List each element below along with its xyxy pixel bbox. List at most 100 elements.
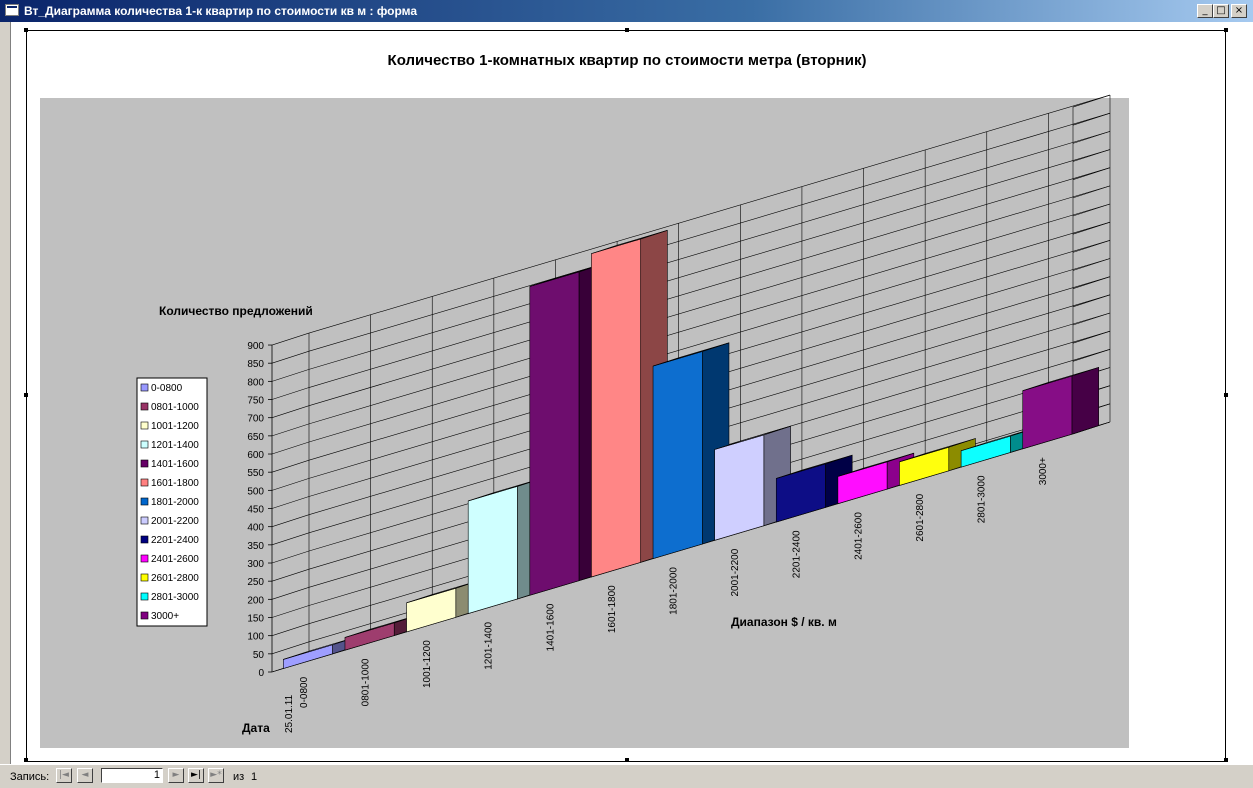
- chart-x-tick-label: 1201-1400: [484, 621, 495, 669]
- chart-bar-front: [591, 238, 642, 578]
- chart-y-tick-label: 200: [247, 595, 264, 606]
- chart-gridline-side: [1072, 258, 1111, 271]
- chart-gridline-side: [1072, 185, 1111, 199]
- chart-bar: [1022, 366, 1099, 450]
- chart-y-tick-label: 850: [247, 359, 264, 370]
- chart-y-axis-label: Количество предложений: [159, 304, 313, 318]
- chart-y-tick-label: 650: [247, 432, 264, 443]
- chart-legend-swatch: [140, 611, 149, 620]
- chart-bar-top: [1022, 367, 1099, 391]
- chart-y-tick-label: 350: [247, 541, 264, 552]
- chart-depth-axis-label: Дата: [242, 721, 270, 735]
- chart-y-tick-label: 250: [247, 577, 264, 588]
- prev-record-button[interactable]: ◄: [77, 768, 93, 783]
- chart-legend-label: 2001-2200: [151, 516, 199, 527]
- chart-legend-label: 1201-1400: [151, 440, 199, 451]
- chart-y-ticks: 0 50 100 150 200 250 300 350 400 450 500 550 600 650 7…: [247, 341, 272, 679]
- chart-gridline-side: [1072, 312, 1111, 326]
- chart-gridline-side: [1072, 221, 1111, 235]
- form-icon: [5, 4, 19, 16]
- chart-title: Количество 1-комнатных квартир по стоимо…: [388, 52, 867, 69]
- close-button[interactable]: ×: [1231, 4, 1247, 18]
- first-record-button[interactable]: |◄: [56, 768, 72, 783]
- record-number-field[interactable]: 1: [101, 768, 163, 783]
- next-record-button[interactable]: ►: [168, 768, 184, 783]
- chart-gridline-side: [1072, 112, 1111, 126]
- chart-x-tick-label: 0801-1000: [360, 658, 371, 706]
- chart-x-tick-label: 3000+: [1038, 457, 1049, 485]
- chart-y-tick-label: 800: [247, 377, 264, 388]
- chart-bars: [283, 229, 1099, 669]
- chart-bar: [714, 425, 791, 541]
- chart-x-tick-label: 2601-2800: [915, 493, 926, 541]
- resize-handle[interactable]: [1224, 758, 1228, 762]
- chart-series-label: 25.01.11: [284, 694, 295, 733]
- chart-legend-label: 1801-2000: [151, 497, 199, 508]
- chart-legend-swatch: [140, 497, 149, 506]
- chart-legend-swatch: [140, 516, 149, 525]
- resize-handle[interactable]: [625, 28, 629, 32]
- chart-legend-swatch: [140, 459, 149, 468]
- resize-handle[interactable]: [24, 758, 28, 762]
- chart-gridline-side: [1072, 240, 1111, 253]
- chart-bar-top: [591, 230, 668, 254]
- resize-handle[interactable]: [24, 28, 28, 32]
- chart-y-tick-label: 450: [247, 505, 264, 516]
- chart-legend-label: 1401-1600: [151, 459, 199, 470]
- resize-handle[interactable]: [1224, 28, 1228, 32]
- chart-legend-swatch: [140, 402, 149, 411]
- resize-handle[interactable]: [625, 758, 629, 762]
- chart-x-tick-label: 2401-2600: [853, 512, 864, 560]
- chart-y-tick-label: 50: [253, 650, 265, 661]
- chart-y-tick-label: 900: [247, 341, 264, 352]
- last-record-button[interactable]: ►|: [188, 768, 204, 783]
- chart-legend-label: 3000+: [151, 611, 179, 622]
- record-total: 1: [251, 771, 258, 783]
- chart-bar: [283, 635, 360, 669]
- chart-legend-label: 2601-2800: [151, 573, 199, 584]
- chart-x-tick-label: 2001-2200: [730, 548, 741, 596]
- chart-legend-swatch: [140, 535, 149, 544]
- resize-handle[interactable]: [1224, 393, 1228, 397]
- maximize-button[interactable]: □: [1213, 4, 1229, 18]
- chart-legend-label: 2801-3000: [151, 592, 199, 603]
- chart-y-tick-label: 600: [247, 450, 264, 461]
- chart-y-tick-label: 100: [247, 632, 264, 643]
- chart-bar-top: [652, 342, 730, 367]
- resize-handle[interactable]: [24, 393, 28, 397]
- chart-bar-top: [714, 425, 791, 450]
- chart-legend-swatch: [140, 440, 149, 449]
- chart-gridline-side: [1072, 167, 1111, 180]
- chart-bar-top: [837, 452, 914, 477]
- chart-gridline-side: [1072, 294, 1111, 308]
- window-title: Вт_Диаграмма количества 1-к квартир по с…: [24, 4, 418, 18]
- chart-gridline-side: [1072, 131, 1111, 144]
- chart-legend-label: 1001-1200: [151, 421, 199, 432]
- chart-gridline-side: [1072, 276, 1111, 289]
- new-record-button[interactable]: ►*: [208, 768, 224, 783]
- chart-y-tick-label: 150: [247, 614, 264, 625]
- record-label: Запись:: [10, 771, 50, 783]
- chart-x-tick-label: 1601-1800: [607, 585, 618, 633]
- minimize-button[interactable]: _: [1197, 4, 1213, 18]
- of-label: из: [233, 771, 245, 783]
- chart-legend-swatch: [140, 421, 149, 430]
- chart-bar-front: [714, 434, 765, 541]
- chart-legend-label: 2401-2600: [151, 554, 199, 565]
- chart-x-tick-label: 1401-1600: [545, 603, 556, 651]
- chart-x-tick-label: 0-0800: [299, 676, 310, 708]
- chart-legend-swatch: [140, 383, 149, 392]
- chart-x-ticks: 0-0800 0801-1000 1001-1200 1201-1400 1401-16…: [299, 457, 1049, 708]
- chart-y-tick-label: 400: [247, 523, 264, 534]
- chart-bar-front: [467, 485, 518, 614]
- chart-legend-label: 0801-1000: [151, 402, 199, 413]
- chart-y-tick-label: 700: [247, 414, 264, 425]
- chart-x-tick-label: 2801-3000: [977, 475, 988, 523]
- chart-x-tick-label: 1801-2000: [669, 567, 680, 615]
- chart-bar-side: [1071, 366, 1099, 435]
- chart-legend-label: 1601-1800: [151, 478, 199, 489]
- chart-y-tick-label: 550: [247, 468, 264, 479]
- chart-bar-front: [529, 271, 580, 596]
- chart-legend-swatch: [140, 554, 149, 563]
- title-bar[interactable]: Вт_Диаграмма количества 1-к квартир по с…: [0, 0, 1253, 22]
